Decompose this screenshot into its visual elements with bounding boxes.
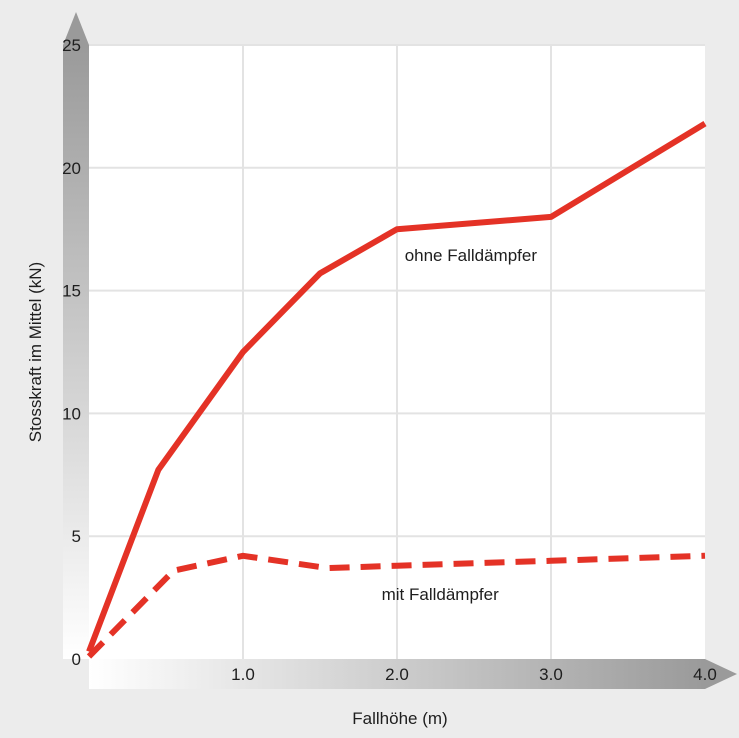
x-tick-label: 3.0 <box>539 665 563 684</box>
series-annotation: ohne Falldämpfer <box>405 246 538 265</box>
y-axis-arrow <box>63 12 89 659</box>
y-tick-label: 20 <box>62 159 81 178</box>
series-line-mit-falldaempfer <box>86 552 706 659</box>
y-tick-label: 0 <box>72 650 81 669</box>
x-tick-labels: 1.0 2.0 3.0 4.0 <box>231 665 717 684</box>
x-tick-label: 1.0 <box>231 665 255 684</box>
y-tick-label: 15 <box>62 282 81 301</box>
series-line-ohne-falldaempfer <box>86 121 707 653</box>
series-group <box>86 121 707 659</box>
series-annotation: mit Falldämpfer <box>382 585 499 604</box>
grid-lines <box>89 44 705 659</box>
x-tick-label: 2.0 <box>385 665 409 684</box>
y-axis-title: Stosskraft im Mittel (kN) <box>26 262 45 442</box>
y-tick-label: 25 <box>62 36 81 55</box>
series-annotations: ohne Falldämpfer mit Falldämpfer <box>382 246 538 604</box>
x-axis-title: Fallhöhe (m) <box>352 709 447 728</box>
x-axis-arrow <box>89 659 737 689</box>
x-tick-label: 4.0 <box>693 665 717 684</box>
y-tick-label: 10 <box>62 404 81 423</box>
y-tick-label: 5 <box>72 527 81 546</box>
y-tick-labels: 0 5 10 15 20 25 <box>62 36 81 669</box>
